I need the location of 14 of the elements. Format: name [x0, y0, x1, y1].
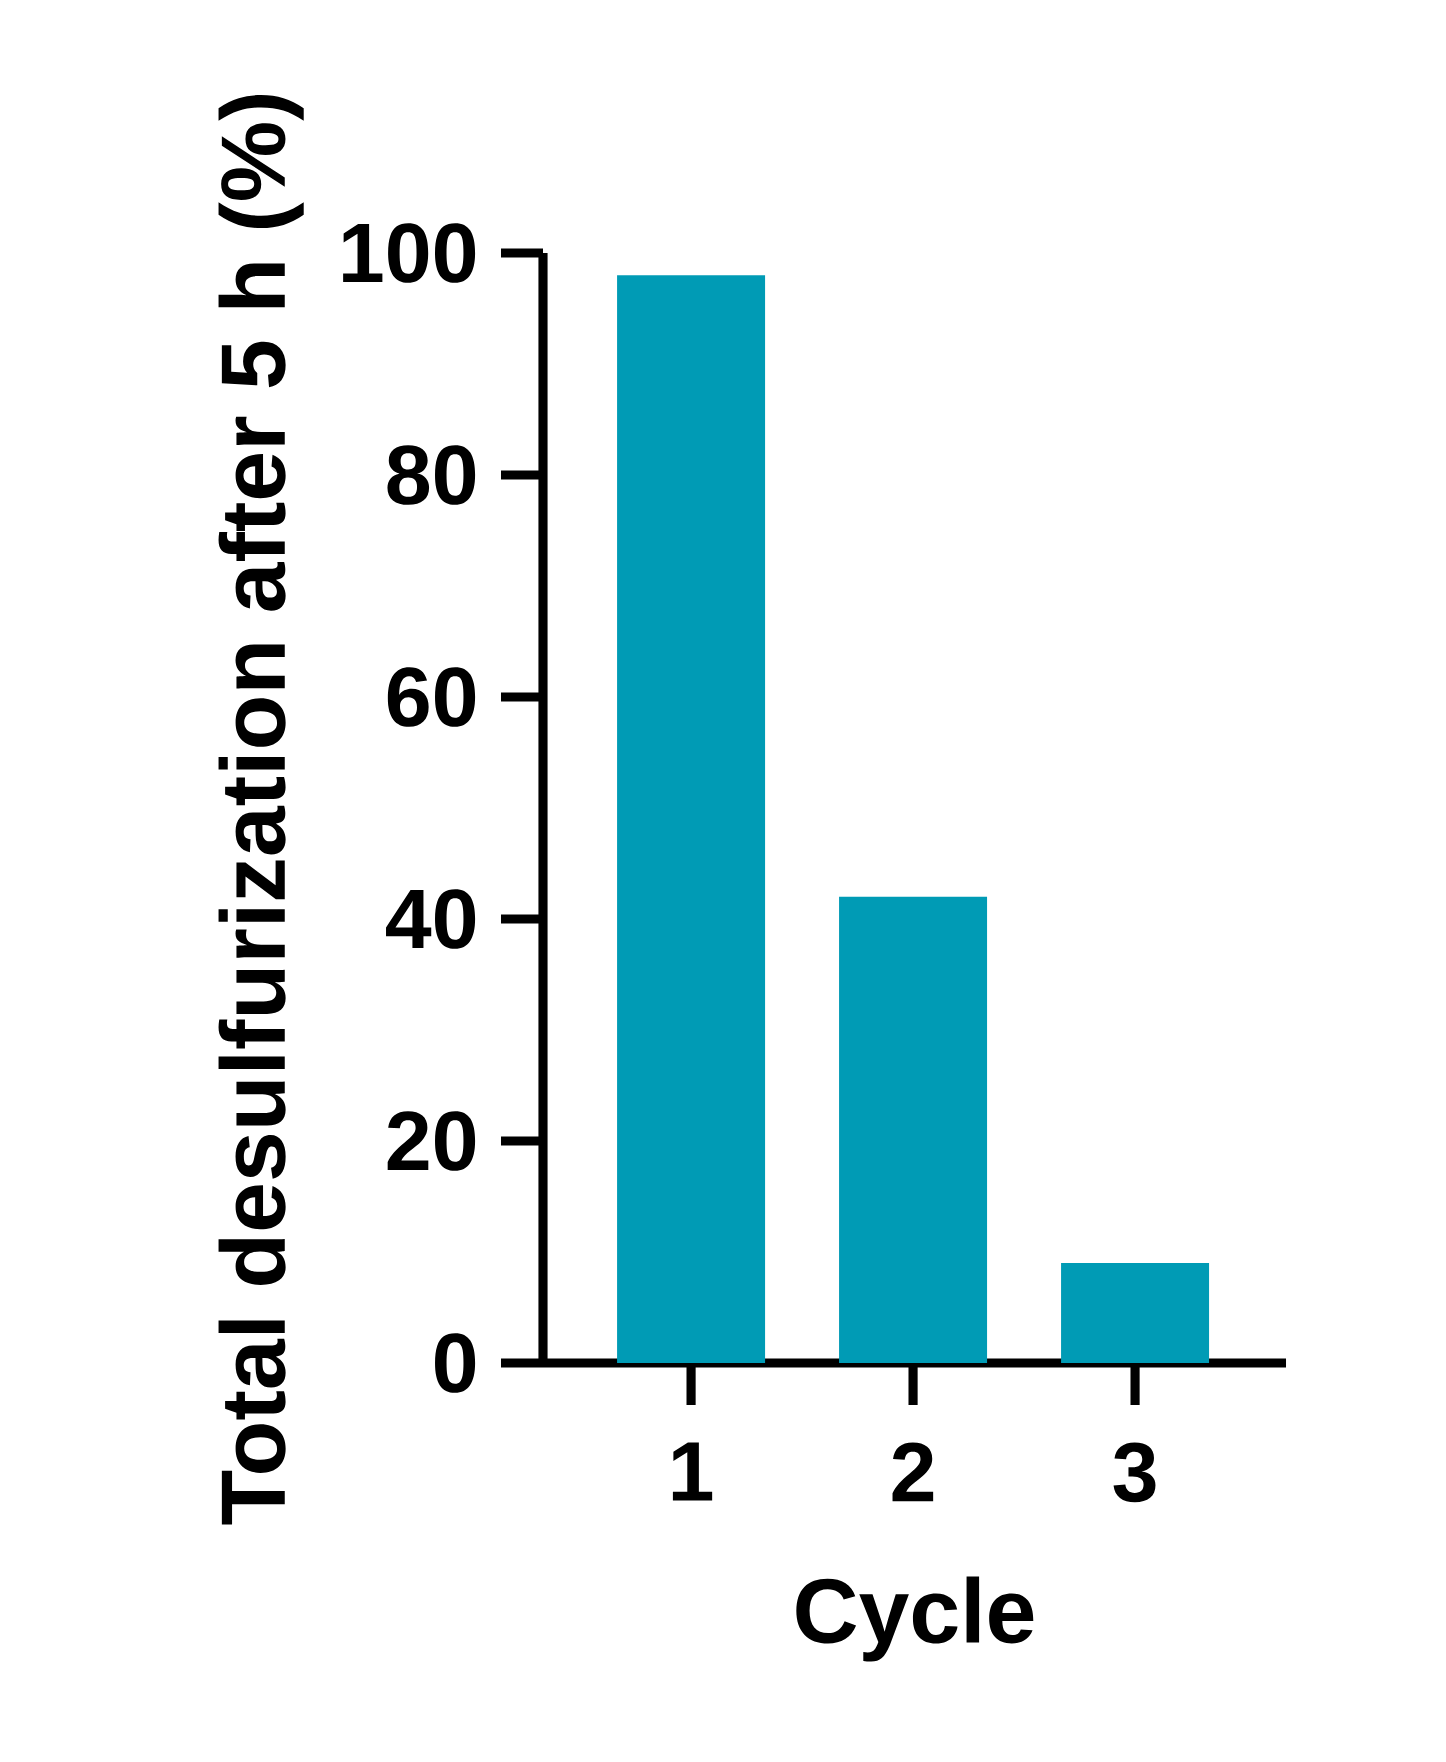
y-tick-label: 20 [387, 1111, 476, 1171]
y-tick-label: 40 [386, 889, 476, 949]
x-tick-label: 2 [892, 1442, 934, 1502]
x-axis-title: Cycle [796, 1576, 1034, 1662]
y-tick-label: 80 [387, 445, 476, 505]
y-tick-label: 0 [435, 1333, 476, 1393]
y-tick-label: 60 [387, 667, 476, 727]
y-tick-label: 100 [343, 223, 476, 283]
bar [617, 275, 766, 1363]
x-tick-label: 3 [1113, 1442, 1156, 1503]
y-axis-title: Total desulfurization after 5 h (%) [218, 95, 304, 1525]
bar [1061, 1263, 1210, 1363]
bar [839, 896, 988, 1363]
x-tick-label: 1 [672, 1442, 713, 1501]
